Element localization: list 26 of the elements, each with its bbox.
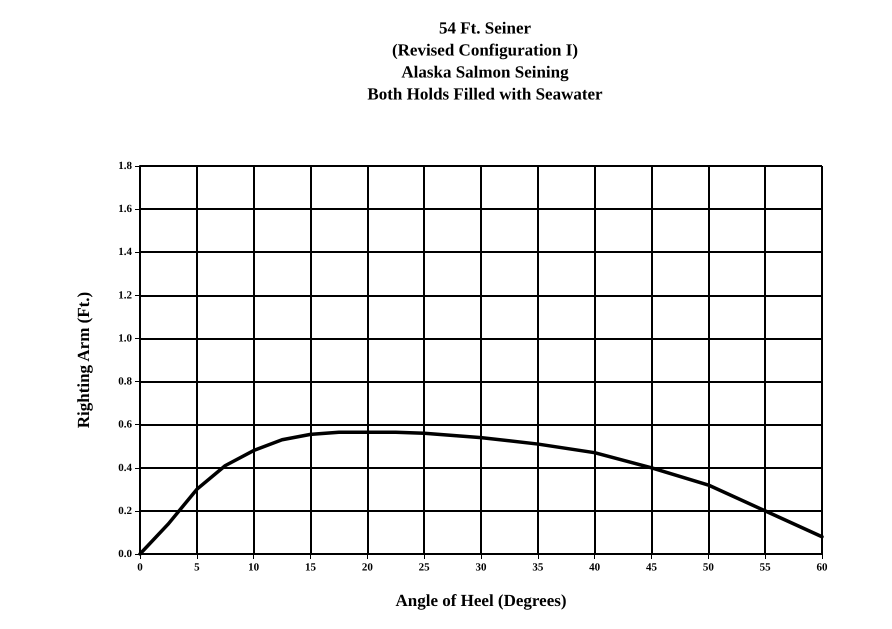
x-tick-label: 10 xyxy=(248,562,260,574)
x-tick-label: 15 xyxy=(305,562,316,574)
y-tick-label: 0.4 xyxy=(118,462,132,474)
x-tick-label: 5 xyxy=(194,562,200,574)
x-axis-title: Angle of Heel (Degrees) xyxy=(395,591,567,610)
y-tick-label: 0.2 xyxy=(118,504,132,517)
y-tick-label: 0.0 xyxy=(118,548,132,560)
y-tick-label: 0.8 xyxy=(118,376,132,388)
y-tick-label: 1.8 xyxy=(118,160,132,172)
x-tick-label: 55 xyxy=(760,562,772,574)
x-tick-label: 0 xyxy=(137,562,144,574)
x-tick-label: 60 xyxy=(816,562,828,574)
x-tick-label: 20 xyxy=(362,562,374,574)
y-axis-title: Righting Arm (Ft.) xyxy=(74,292,93,428)
chart-title: 54 Ft. Seiner (Revised Configuration I) Alaska Salmon Seining Both Holds Filled with Seawater xyxy=(367,18,604,104)
x-tick-label: 35 xyxy=(532,562,544,574)
y-tick-label: 1.0 xyxy=(118,332,132,344)
x-tick-label: 50 xyxy=(702,562,714,574)
y-tick-label: 1.2 xyxy=(118,289,132,302)
x-tick-label: 40 xyxy=(589,562,601,574)
x-tick-label: 30 xyxy=(476,562,487,574)
x-tick-label: 25 xyxy=(418,562,430,574)
y-tick-label: 1.4 xyxy=(118,246,132,258)
x-tick-label: 45 xyxy=(646,562,658,574)
y-tick-label: 1.6 xyxy=(118,203,132,216)
y-tick-label: 0.6 xyxy=(118,418,132,431)
